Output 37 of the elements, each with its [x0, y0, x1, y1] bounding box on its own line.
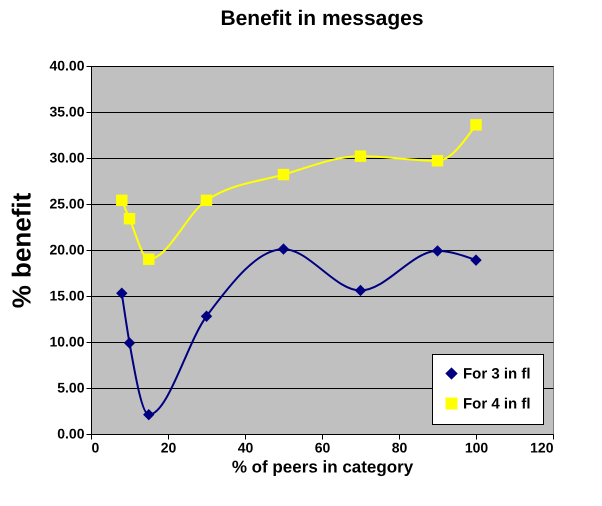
x-tick-label: 20: [160, 440, 176, 456]
legend-label: For 3 in fl: [463, 366, 530, 382]
y-axis-title: % benefit: [6, 192, 36, 308]
legend-label: For 4 in fl: [463, 396, 530, 412]
point: [432, 245, 444, 257]
y-tick-label: 25.00: [49, 196, 85, 212]
chart-title: Benefit in messages: [220, 7, 424, 30]
point: [143, 254, 154, 265]
y-tick-label: 30.00: [49, 150, 85, 166]
point: [200, 194, 212, 206]
point: [354, 150, 366, 162]
point: [200, 310, 212, 322]
y-tick-label: 0.00: [57, 426, 85, 442]
point: [470, 119, 482, 131]
y-tick-label: 40.00: [49, 58, 85, 74]
x-tick-label: 120: [530, 440, 554, 456]
y-tick-label: 15.00: [49, 288, 85, 304]
x-axis-title: % of peers in category: [232, 458, 414, 476]
point: [124, 337, 136, 349]
x-tick-label: 40: [238, 440, 254, 456]
y-tick-label: 20.00: [49, 242, 85, 258]
point: [116, 194, 128, 206]
point: [124, 213, 136, 224]
point: [432, 155, 444, 166]
point: [470, 254, 482, 266]
x-tick-label: 0: [92, 440, 100, 456]
point: [354, 284, 366, 296]
point: [278, 168, 290, 180]
y-tick-label: 35.00: [49, 104, 85, 120]
point: [143, 408, 154, 420]
y-tick-label: 10.00: [49, 334, 85, 350]
x-tick-label: 80: [392, 440, 408, 456]
point: [278, 243, 290, 255]
y-tick-label: 5.00: [57, 380, 85, 396]
x-tick-label: 100: [464, 440, 488, 456]
x-tick-label: 60: [314, 440, 330, 456]
point: [116, 288, 128, 299]
